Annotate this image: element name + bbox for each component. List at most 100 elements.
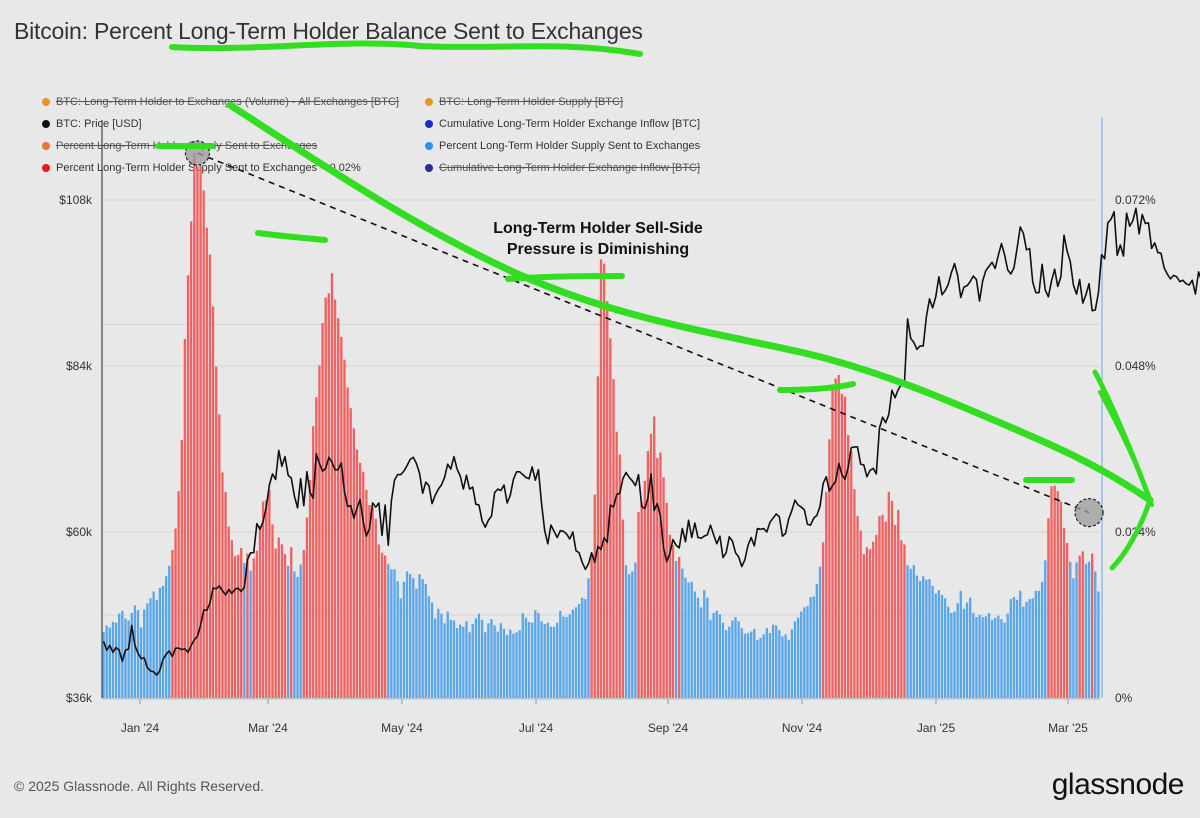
bar xyxy=(415,588,418,698)
bar xyxy=(812,596,815,698)
legend-dot xyxy=(425,120,433,128)
legend-dot xyxy=(425,98,433,106)
legend-item-lth-supply[interactable]: BTC: Long-Term Holder Supply [BTC] xyxy=(425,96,623,108)
bar xyxy=(258,525,262,698)
bar xyxy=(703,590,706,698)
legend-item-price[interactable]: BTC: Price [USD] xyxy=(42,118,142,130)
trend-end-marker xyxy=(1074,498,1104,528)
bar xyxy=(421,579,424,698)
bar xyxy=(465,621,468,698)
bar xyxy=(947,606,950,698)
bar xyxy=(343,359,346,698)
bar xyxy=(718,614,722,698)
legend-item-cumulative-inflow[interactable]: Cumulative Long-Term Holder Exchange Inf… xyxy=(425,118,700,130)
bar xyxy=(133,605,137,698)
bar xyxy=(768,632,772,698)
bar xyxy=(690,581,693,698)
bar xyxy=(918,581,922,698)
bar xyxy=(124,618,127,698)
bar xyxy=(1081,551,1084,698)
bar xyxy=(374,518,377,698)
bar xyxy=(118,613,121,698)
bar xyxy=(1078,555,1081,698)
bar xyxy=(656,457,659,698)
bar xyxy=(233,556,237,698)
bar xyxy=(111,621,115,698)
legend-label: Percent Long-Term Holder Supply Sent to … xyxy=(56,162,361,174)
bar xyxy=(1028,599,1031,698)
bar xyxy=(409,574,412,698)
bar xyxy=(268,489,271,698)
bar xyxy=(168,565,171,698)
bar xyxy=(759,637,762,698)
glassnode-logo: glassnode xyxy=(1051,768,1185,801)
legend-item-cumulative-inflow-disabled[interactable]: Cumulative Long-Term Holder Exchange Inf… xyxy=(425,162,700,174)
bar xyxy=(640,501,643,698)
bar xyxy=(646,451,650,698)
bar xyxy=(1034,590,1038,698)
bar xyxy=(687,582,690,698)
bar xyxy=(953,611,956,698)
bar xyxy=(922,576,925,698)
bar xyxy=(693,591,697,698)
legend-dot xyxy=(42,142,50,150)
bar xyxy=(825,491,828,698)
bar xyxy=(440,613,443,698)
bar xyxy=(787,639,790,698)
bar xyxy=(249,570,252,698)
bar xyxy=(771,624,775,698)
bar xyxy=(596,376,600,699)
legend-label: Percent Long-Term Holder Supply Sent to … xyxy=(439,140,701,152)
bar xyxy=(1091,553,1094,698)
bar xyxy=(599,259,603,698)
y-left-tick-label: $84k xyxy=(66,359,93,373)
bar xyxy=(634,562,637,698)
bar xyxy=(678,556,681,698)
bar xyxy=(821,542,825,699)
bar xyxy=(984,616,987,698)
bar xyxy=(243,563,246,699)
bar xyxy=(587,578,590,698)
bar xyxy=(218,414,221,698)
bar xyxy=(753,628,756,698)
bar xyxy=(796,617,800,698)
bar xyxy=(371,507,374,698)
bar xyxy=(615,431,618,698)
legend-item-percent-sent[interactable]: Percent Long-Term Holder Supply Sent to … xyxy=(425,140,700,152)
bar xyxy=(221,472,224,698)
bar xyxy=(577,603,581,698)
bar xyxy=(1044,560,1047,698)
bar xyxy=(471,623,474,698)
y-left-tick-label: $60k xyxy=(66,525,93,539)
bar xyxy=(327,293,330,698)
legend-dot xyxy=(42,164,50,172)
x-tick-label: Sep '24 xyxy=(648,721,689,735)
bar xyxy=(937,590,941,698)
bar xyxy=(868,549,872,698)
bar xyxy=(584,599,587,698)
bar xyxy=(534,610,537,698)
bar xyxy=(324,297,327,698)
legend-item-percent-sent-threshold[interactable]: Percent Long-Term Holder Supply Sent to … xyxy=(42,162,361,174)
bar xyxy=(1015,599,1019,698)
bar xyxy=(568,614,571,698)
bar xyxy=(943,598,947,698)
bar xyxy=(559,610,562,698)
legend-dot xyxy=(425,164,433,172)
bar xyxy=(856,516,859,698)
bar xyxy=(315,397,318,699)
bar xyxy=(305,517,309,698)
bar xyxy=(377,544,381,698)
bar xyxy=(1025,601,1028,698)
bar xyxy=(962,608,966,698)
bar xyxy=(449,619,452,698)
bar xyxy=(312,426,315,698)
bar xyxy=(897,509,900,698)
bar xyxy=(437,608,440,698)
bar xyxy=(1059,501,1063,698)
bar xyxy=(283,554,287,698)
bar xyxy=(828,439,831,698)
x-tick-label: May '24 xyxy=(381,721,423,735)
legend-item-lth-exchange-volume[interactable]: BTC: Long-Term Holder to Exchanges (Volu… xyxy=(42,96,399,108)
legend-label: BTC: Long-Term Holder Supply [BTC] xyxy=(439,96,624,108)
